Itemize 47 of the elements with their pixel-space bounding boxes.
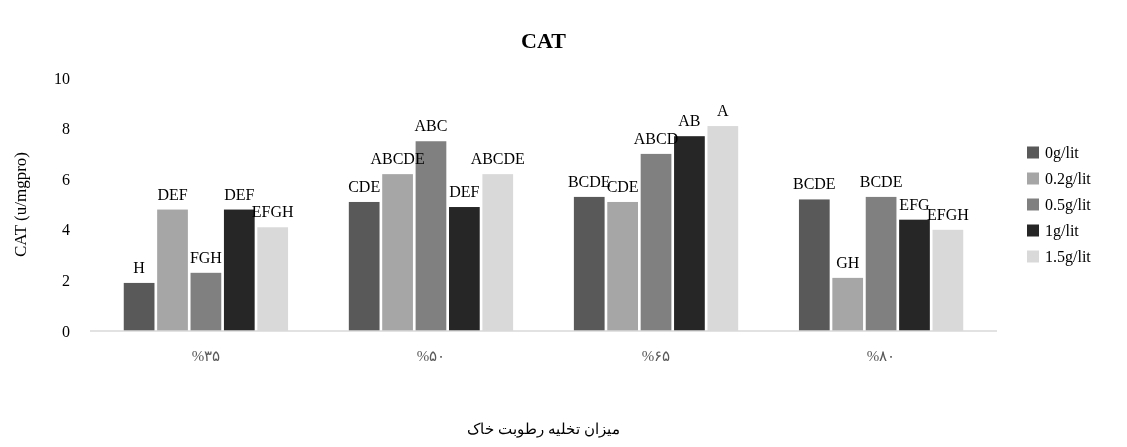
data-label: DEF <box>157 185 188 203</box>
data-label: DEF <box>224 185 255 203</box>
data-label: ABC <box>414 117 448 135</box>
y-tick-label: 10 <box>54 69 70 87</box>
x-tick-label: %۸۰ <box>866 348 896 364</box>
y-tick-label: 8 <box>62 120 70 138</box>
data-label: ABCDE <box>370 150 425 168</box>
bar <box>899 219 930 331</box>
legend-label: 1g/lit <box>1045 222 1080 241</box>
x-tick-label: %۳۵ <box>191 348 221 364</box>
y-tick-label: 0 <box>62 322 70 340</box>
x-axis-title: میزان تخلیه رطوبت خاک <box>467 421 620 438</box>
data-label: EFGH <box>251 203 295 221</box>
data-label: BCDE <box>792 175 836 193</box>
bar <box>157 209 188 331</box>
bar <box>607 201 638 331</box>
legend-label: 1.5g/lit <box>1045 248 1092 267</box>
legend-label: 0.5g/lit <box>1045 196 1092 215</box>
legend-label: 0.2g/lit <box>1045 170 1092 189</box>
bar <box>348 201 380 331</box>
legend-label: 0g/lit <box>1045 144 1080 163</box>
y-tick-label: 4 <box>62 221 70 239</box>
data-label: CDE <box>348 177 381 195</box>
data-label: DEF <box>449 183 480 201</box>
data-label: AB <box>678 112 701 130</box>
data-label: A <box>717 102 730 120</box>
bar <box>798 199 830 331</box>
bar <box>449 207 480 331</box>
bar <box>190 272 222 331</box>
bar <box>640 153 672 331</box>
data-label: H <box>133 258 146 276</box>
data-label: GH <box>836 253 860 271</box>
data-label: ABCD <box>633 129 679 147</box>
chart-title: CAT <box>521 28 567 53</box>
y-tick-label: 6 <box>62 170 70 188</box>
x-tick-label: %۶۵ <box>641 348 671 364</box>
data-label: FGH <box>189 248 223 266</box>
bar <box>865 196 897 331</box>
bar <box>382 174 413 331</box>
y-tick-label: 2 <box>62 272 70 289</box>
bar <box>832 277 864 331</box>
y-axis-title: CAT (u/mgpro) <box>11 152 30 257</box>
data-label: BCDE <box>859 172 903 190</box>
bar <box>123 282 155 331</box>
bar <box>573 196 605 331</box>
data-label: ABCDE <box>470 150 525 168</box>
x-tick-label: %۵۰ <box>416 348 446 364</box>
